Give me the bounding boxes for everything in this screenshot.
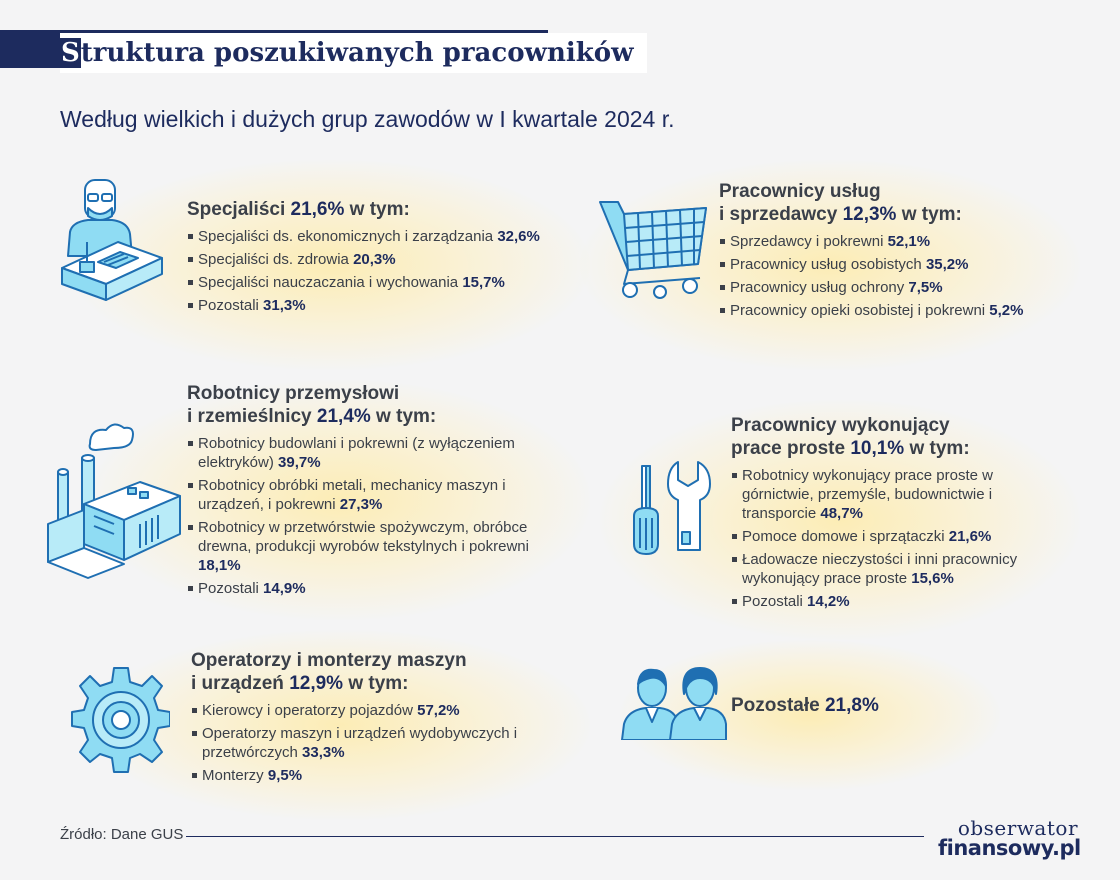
list-item: Robotnicy wykonujący prace proste w górn… [731,466,1031,523]
list-item: Pozostali 31,3% [187,296,587,315]
footer-divider [186,836,924,837]
group-title: Pozostałe 21,8% [731,695,879,716]
glow-operators [90,630,590,820]
source-note: Źródło: Dane GUS [60,826,184,843]
group-services: Pracownicy usług i sprzedawcy 12,3% w tym… [719,180,1079,324]
group-title: Specjaliści 21,6% w tym: [187,199,410,220]
group-industrial: Robotnicy przemysłowi i rzemieślnicy 21,4… [187,382,532,602]
group-title: Robotnicy przemysłowi i rzemieślnicy 21,4… [187,383,437,427]
brand-logo: obserwator finansowy.pl [938,816,1081,860]
group-title: Pracownicy usług i sprzedawcy 12,3% w tym… [719,181,962,225]
group-title: Operatorzy i monterzy maszyn i urządzeń 1… [191,650,467,694]
list-item: Operatorzy maszyn i urządzeń wydobywczyc… [191,724,531,762]
list-item: Robotnicy w przetwórstwie spożywczym, ob… [187,518,532,575]
list-item: Pozostali 14,9% [187,579,532,598]
list-item: Specjaliści ds. zdrowia 20,3% [187,250,587,269]
group-simple: Pracownicy wykonujący prace proste 10,1% … [731,414,1031,615]
gear-icon [71,667,170,773]
screwdriver-wrench-icon [633,461,711,555]
office-worker-desk-icon [61,179,163,301]
list-item: Ładowacze nieczystości i inni pracownicy… [731,550,1031,588]
list-item: Sprzedawcy i pokrewni 52,1% [719,232,1079,251]
list-item: Specjaliści nauczaczania i wychowania 15… [187,273,587,292]
list-item: Monterzy 9,5% [191,766,531,785]
list-item: Pozostali 14,2% [731,592,1031,611]
list-item: Specjaliści ds. ekonomicznych i zarządza… [187,227,587,246]
group-specialists: Specjaliści 21,6% w tym: Specjaliści ds.… [187,198,587,319]
list-item: Robotnicy obróbki metali, mechanicy masz… [187,476,532,514]
list-item: Pomoce domowe i sprzątaczki 21,6% [731,527,1031,546]
group-operators: Operatorzy i monterzy maszyn i urządzeń 1… [191,649,531,789]
group-others: Pozostałe 21,8% [731,694,1031,723]
factory-icon [47,423,181,579]
page-title: Struktura poszukiwanych pracowników [60,33,648,73]
group-title: Pracownicy wykonujący prace proste 10,1% … [731,415,970,459]
page-subtitle: Według wielkich i dużych grup zawodów w … [60,106,675,132]
list-item: Pracownicy usług ochrony 7,5% [719,278,1079,297]
list-item: Pracownicy opieki osobistej i pokrewni 5… [719,301,1079,320]
list-item: Robotnicy budowlani i pokrewni (z wyłącz… [187,434,532,472]
people-icon [621,667,727,740]
list-item: Kierowcy i operatorzy pojazdów 57,2% [191,701,531,720]
shopping-cart-icon [599,201,707,299]
list-item: Pracownicy usług osobistych 35,2% [719,255,1079,274]
